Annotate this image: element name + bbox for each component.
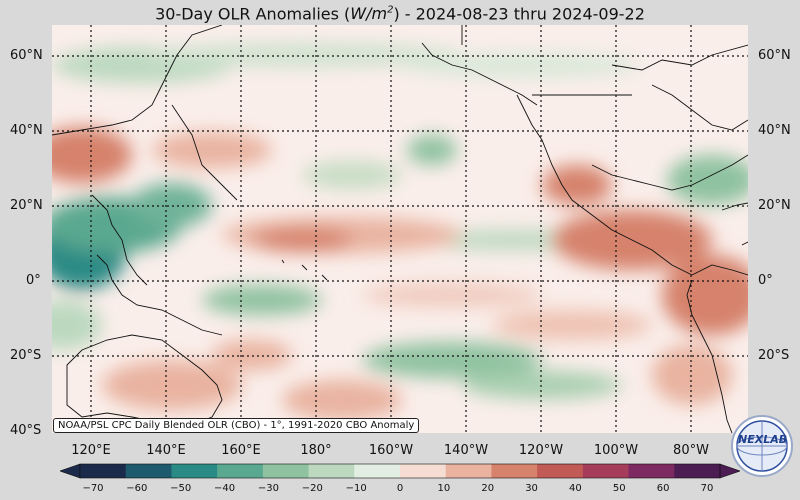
colorbar-tick-label: −60 — [126, 483, 148, 494]
colorbar-segment — [125, 464, 172, 478]
nexlab-logo — [731, 415, 793, 477]
lat-label-60n-left: 60°N — [10, 48, 43, 63]
colorbar-segment — [445, 464, 492, 478]
lat-label-60n-right: 60°N — [758, 48, 791, 63]
lon-label-120e: 120°E — [71, 443, 111, 458]
lat-label-0-right: 0° — [758, 273, 773, 288]
colorbar-segment — [491, 464, 538, 478]
colorbar-border — [79, 463, 721, 479]
nexlab-logo-text: NEXLAB — [738, 433, 788, 446]
colorbar-tick-label: 0 — [396, 483, 404, 494]
colorbar-tick-label: 30 — [525, 483, 538, 494]
map-area[interactable] — [52, 25, 748, 433]
colorbar-tick-label: −10 — [345, 483, 367, 494]
data-source-credit: NOAA/PSL CPC Daily Blended OLR (CBO) - 1… — [53, 418, 420, 433]
lon-label-140w: 140°W — [443, 443, 489, 458]
colorbar-tick-label: −40 — [214, 483, 236, 494]
colorbar-tick-label: −50 — [170, 483, 192, 494]
colorbar-segment — [537, 464, 584, 478]
colorbar-tick-label: 40 — [569, 483, 582, 494]
colorbar-segment — [80, 464, 127, 478]
colorbar-tick-label: 60 — [656, 483, 670, 494]
lon-label-160e: 160°E — [221, 443, 261, 458]
colorbar-segment — [582, 464, 630, 478]
lon-label-80w: 80°W — [673, 443, 709, 458]
colorbar-tick-label: 50 — [612, 483, 626, 494]
colorbar-segment — [354, 464, 401, 478]
map-title: 30-Day OLR Anomalies (W/m2) - 2024-08-23… — [155, 4, 645, 24]
lon-label-120w: 120°W — [518, 443, 564, 458]
olr-anomaly-map — [52, 25, 748, 433]
colorbar-segment — [308, 464, 355, 478]
lat-label-40n-left: 40°N — [10, 123, 43, 138]
colorbar-segment — [262, 464, 310, 478]
lon-label-180: 180° — [300, 443, 332, 458]
lat-label-40n-right: 40°N — [758, 123, 791, 138]
lat-label-20s-left: 20°S — [10, 348, 42, 363]
colorbar-tick-label: −70 — [82, 483, 104, 494]
colorbar-extend-low — [60, 463, 81, 479]
colorbar-tick-label: −30 — [257, 483, 279, 494]
coastlines — [52, 25, 748, 433]
colorbar-segment — [217, 464, 264, 478]
colorbar-segment — [628, 464, 675, 478]
lat-label-20n-left: 20°N — [10, 198, 43, 213]
colorbar-tick-label: 10 — [437, 483, 451, 494]
colorbar-segment — [171, 464, 218, 478]
lat-label-20s-right: 20°S — [758, 348, 790, 363]
colorbar-segment — [674, 464, 721, 478]
lat-label-0-left: 0° — [26, 273, 41, 288]
colorbar-segment — [400, 464, 447, 478]
colorbar-tick-label: −20 — [301, 483, 323, 494]
lat-label-20n-right: 20°N — [758, 198, 791, 213]
colorbar-tick-label: 70 — [700, 483, 714, 494]
graticule — [52, 25, 748, 433]
lon-label-140e: 140°E — [146, 443, 186, 458]
colorbar — [60, 463, 740, 479]
colorbar-tick-label: 20 — [481, 483, 495, 494]
lon-label-100w: 100°W — [593, 443, 639, 458]
lat-label-40s-left: 40°S — [10, 423, 42, 438]
lon-label-160w: 160°W — [368, 443, 414, 458]
anomaly-field — [52, 43, 748, 420]
